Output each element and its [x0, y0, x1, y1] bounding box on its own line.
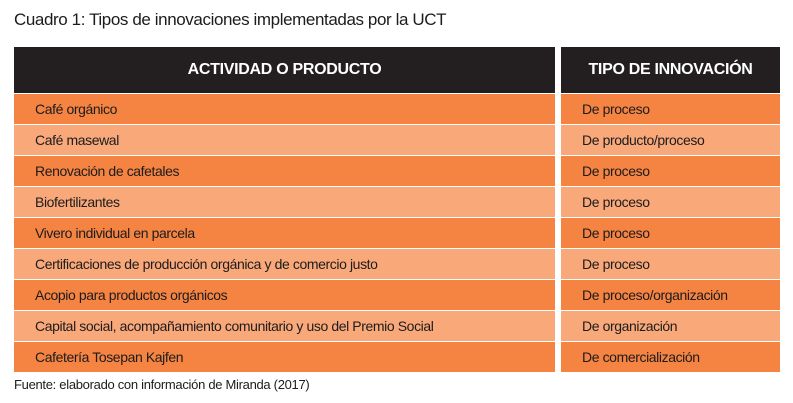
innovation-type-cell: De proceso	[561, 94, 780, 124]
innovation-type-cell: De comercialización	[561, 342, 780, 372]
source-note: Fuente: elaborado con información de Mir…	[14, 377, 310, 392]
innovation-type-cell: De proceso	[561, 218, 780, 248]
table-header-row: ACTIVIDAD O PRODUCTO TIPO DE INNOVACIÓN	[14, 47, 780, 93]
table-row: Acopio para productos orgánicos De proce…	[14, 279, 780, 310]
column-header-activity: ACTIVIDAD O PRODUCTO	[14, 47, 555, 93]
column-header-innovation-type: TIPO DE INNOVACIÓN	[561, 47, 780, 93]
activity-cell: Certificaciones de producción orgánica y…	[14, 249, 555, 279]
table-row: Vivero individual en parcela De proceso	[14, 217, 780, 248]
activity-cell: Biofertilizantes	[14, 187, 555, 217]
innovation-table: ACTIVIDAD O PRODUCTO TIPO DE INNOVACIÓN …	[14, 47, 780, 372]
activity-cell: Capital social, acompañamiento comunitar…	[14, 311, 555, 341]
activity-cell: Cafetería Tosepan Kajfen	[14, 342, 555, 372]
table-row: Renovación de cafetales De proceso	[14, 155, 780, 186]
innovation-type-cell: De proceso/organización	[561, 280, 780, 310]
activity-cell: Acopio para productos orgánicos	[14, 280, 555, 310]
activity-cell: Café masewal	[14, 125, 555, 155]
table-row: Capital social, acompañamiento comunitar…	[14, 310, 780, 341]
table-row: Café masewal De producto/proceso	[14, 124, 780, 155]
table-row: Certificaciones de producción orgánica y…	[14, 248, 780, 279]
table-row: Biofertilizantes De proceso	[14, 186, 780, 217]
innovation-type-cell: De proceso	[561, 187, 780, 217]
innovation-type-cell: De producto/proceso	[561, 125, 780, 155]
innovation-type-cell: De proceso	[561, 249, 780, 279]
activity-cell: Renovación de cafetales	[14, 156, 555, 186]
table-caption: Cuadro 1: Tipos de innovaciones implemen…	[14, 10, 447, 29]
table-row: Café orgánico De proceso	[14, 93, 780, 124]
activity-cell: Vivero individual en parcela	[14, 218, 555, 248]
activity-cell: Café orgánico	[14, 94, 555, 124]
table-row: Cafetería Tosepan Kajfen De comercializa…	[14, 341, 780, 372]
innovation-type-cell: De organización	[561, 311, 780, 341]
innovation-type-cell: De proceso	[561, 156, 780, 186]
